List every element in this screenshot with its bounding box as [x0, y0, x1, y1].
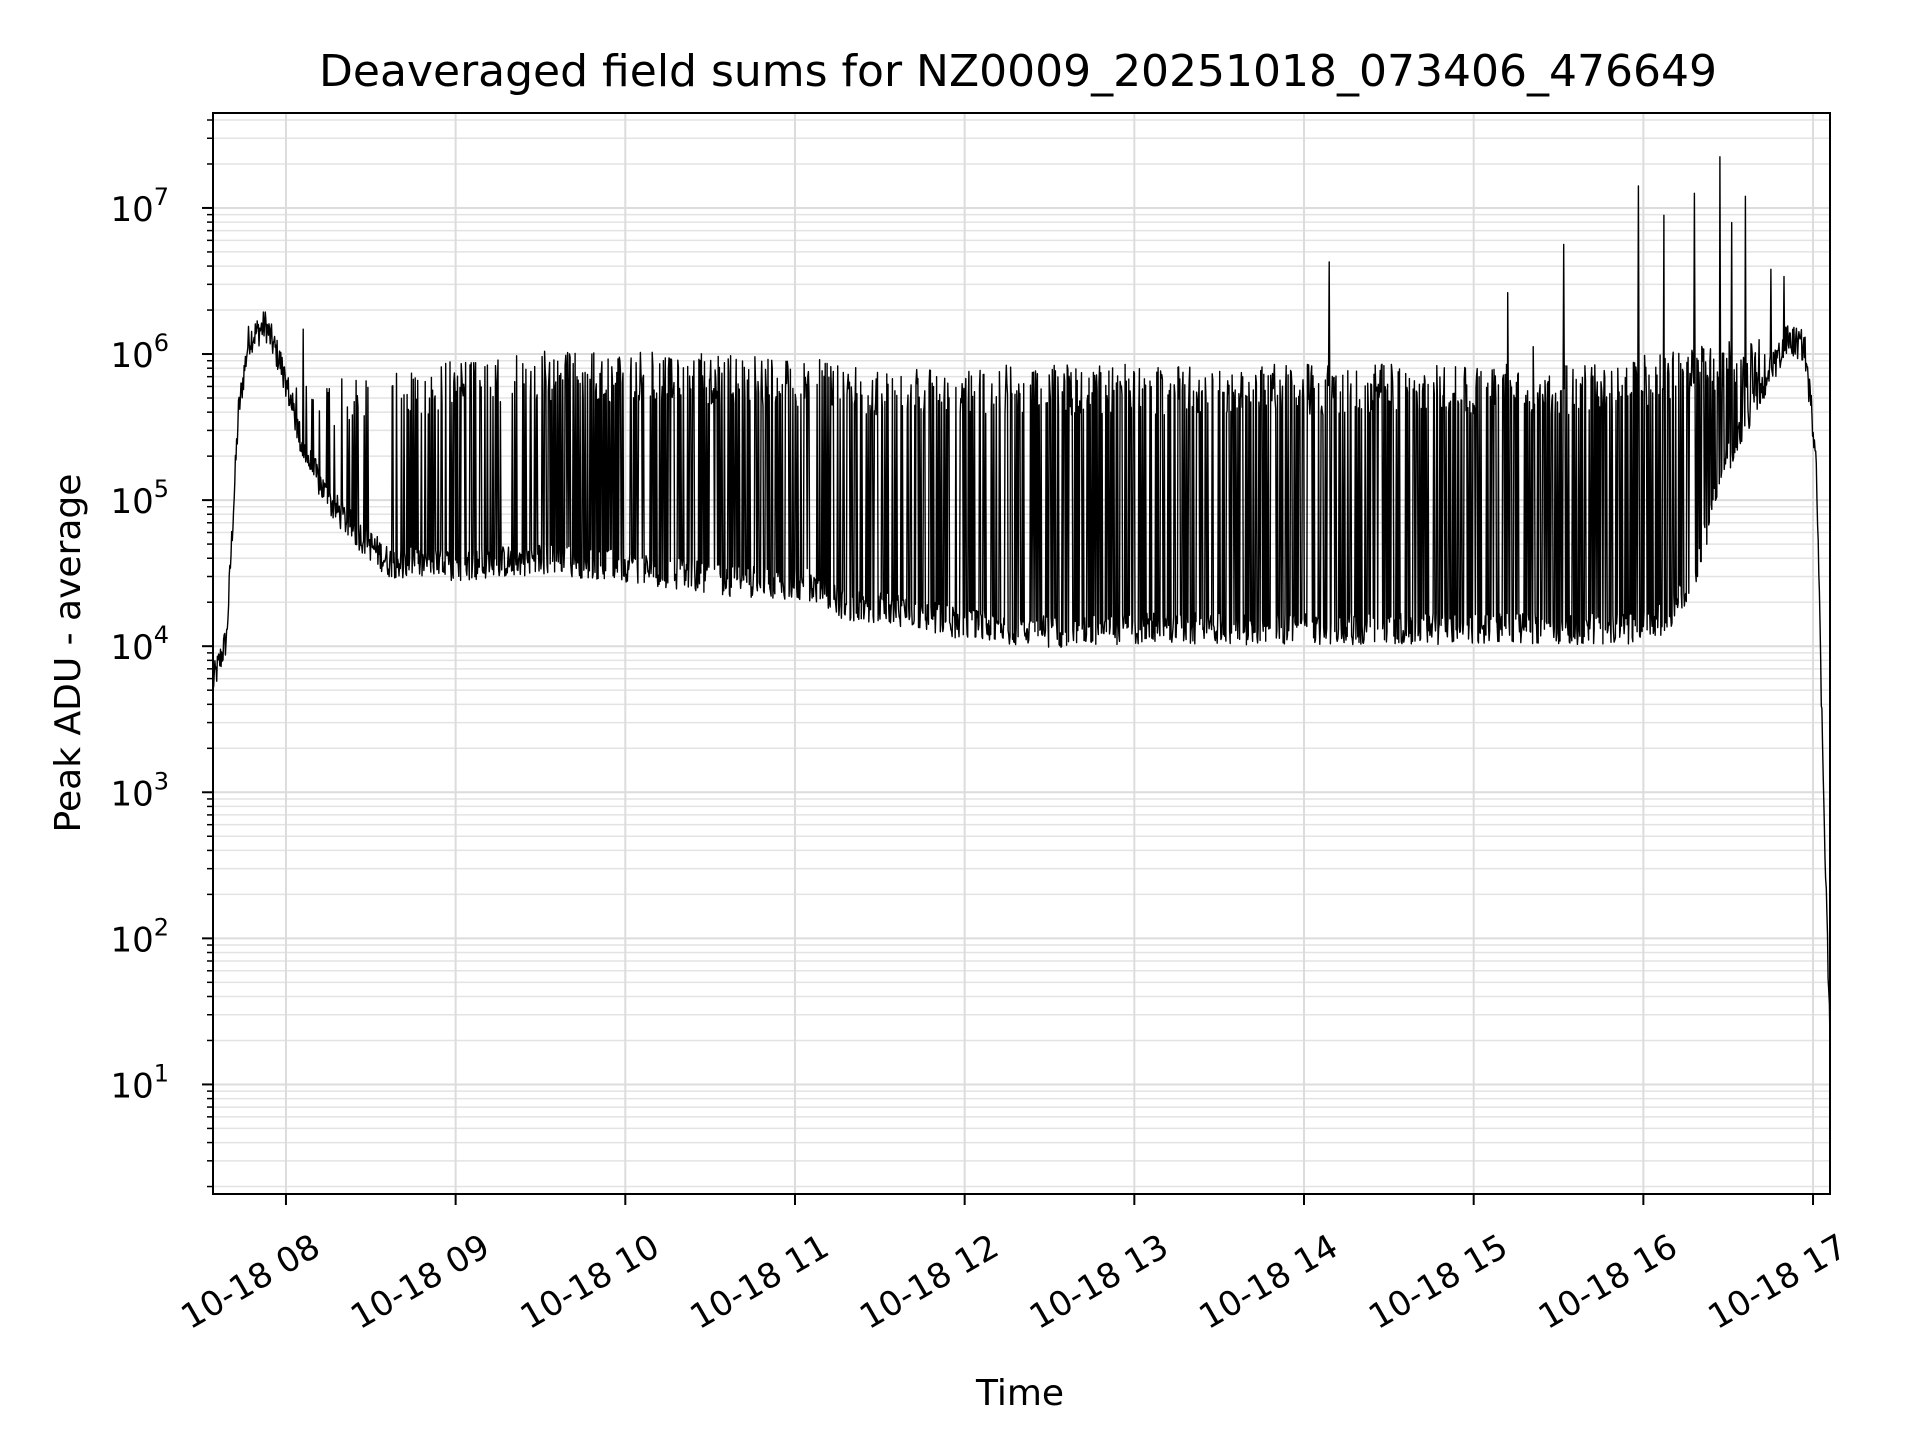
- y-tick-label: 102: [110, 913, 169, 960]
- y-tick-label: 101: [110, 1059, 169, 1106]
- y-tick-label: 105: [110, 475, 169, 522]
- chart-title: Deaveraged field sums for NZ0009_2025101…: [319, 46, 1717, 97]
- y-tick-label: 103: [110, 767, 169, 814]
- series-layer: [212, 156, 1831, 1047]
- x-axis-label: Time: [975, 1373, 1064, 1414]
- y-axis-label: Peak ADU - average: [48, 474, 89, 833]
- series-line: [212, 156, 1831, 1047]
- y-tick-label: 104: [110, 621, 169, 668]
- y-tick-label: 106: [110, 329, 169, 376]
- y-tick-label: 107: [110, 183, 169, 230]
